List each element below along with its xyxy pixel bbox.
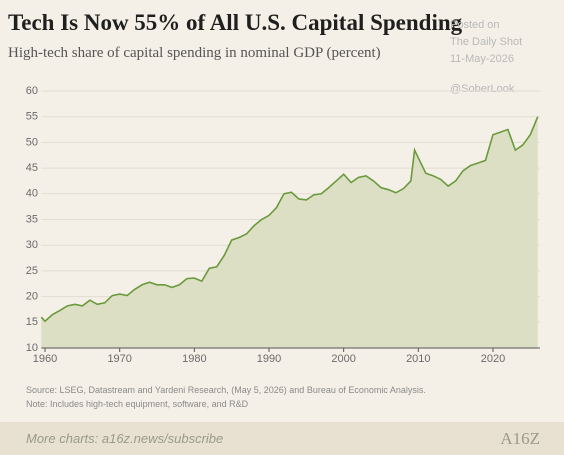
source: Source: LSEG, Datastream and Yardeni Res…: [26, 385, 426, 395]
x-tick-label: 2010: [406, 353, 430, 365]
y-tick-label: 30: [26, 239, 38, 251]
y-tick-label: 55: [26, 111, 38, 123]
y-tick-label: 20: [26, 291, 38, 303]
watermark-line: @SoberLook: [450, 83, 515, 95]
y-tick-label: 15: [26, 316, 38, 328]
y-tick-label: 35: [26, 213, 38, 225]
y-tick-label: 60: [26, 85, 38, 97]
x-tick-label: 1960: [33, 353, 57, 365]
line: [40, 116, 539, 323]
x-tick-label: 1980: [182, 353, 206, 365]
y-tick-label: 45: [26, 162, 38, 174]
x-tick-label: 1990: [257, 353, 281, 365]
watermark-line: The Daily Shot: [450, 36, 522, 48]
watermark-line: Posted on: [450, 19, 500, 31]
area-fill: [41, 116, 538, 348]
x-tick-label: 2000: [331, 353, 355, 365]
x-tick-label: 1970: [107, 353, 131, 365]
chart-subtitle: High-tech share of capital spending in n…: [8, 45, 381, 61]
y-tick-label: 10: [26, 342, 38, 354]
x-tick-label: 2020: [481, 353, 505, 365]
logo: A16Z: [500, 429, 540, 448]
note: Note: Includes high-tech equipment, soft…: [26, 399, 249, 409]
watermark-line: 11-May-2026: [450, 53, 514, 65]
plot: 10 15 20 25 30 35 40 45 50 55 60 1960 1970 1980 1990 20…: [26, 85, 540, 365]
footer-band: [0, 422, 564, 455]
y-tick-label: 50: [26, 136, 38, 148]
y-tick-label: 40: [26, 188, 38, 200]
chart-title: Tech Is Now 55% of All U.S. Capital Spen…: [8, 10, 463, 35]
footer: More charts: a16z.news/subscribe: [26, 431, 223, 446]
watermark: Posted on The Daily Shot 11-May-2026 @Sober…: [450, 19, 522, 95]
y-tick-label: 25: [26, 265, 38, 277]
